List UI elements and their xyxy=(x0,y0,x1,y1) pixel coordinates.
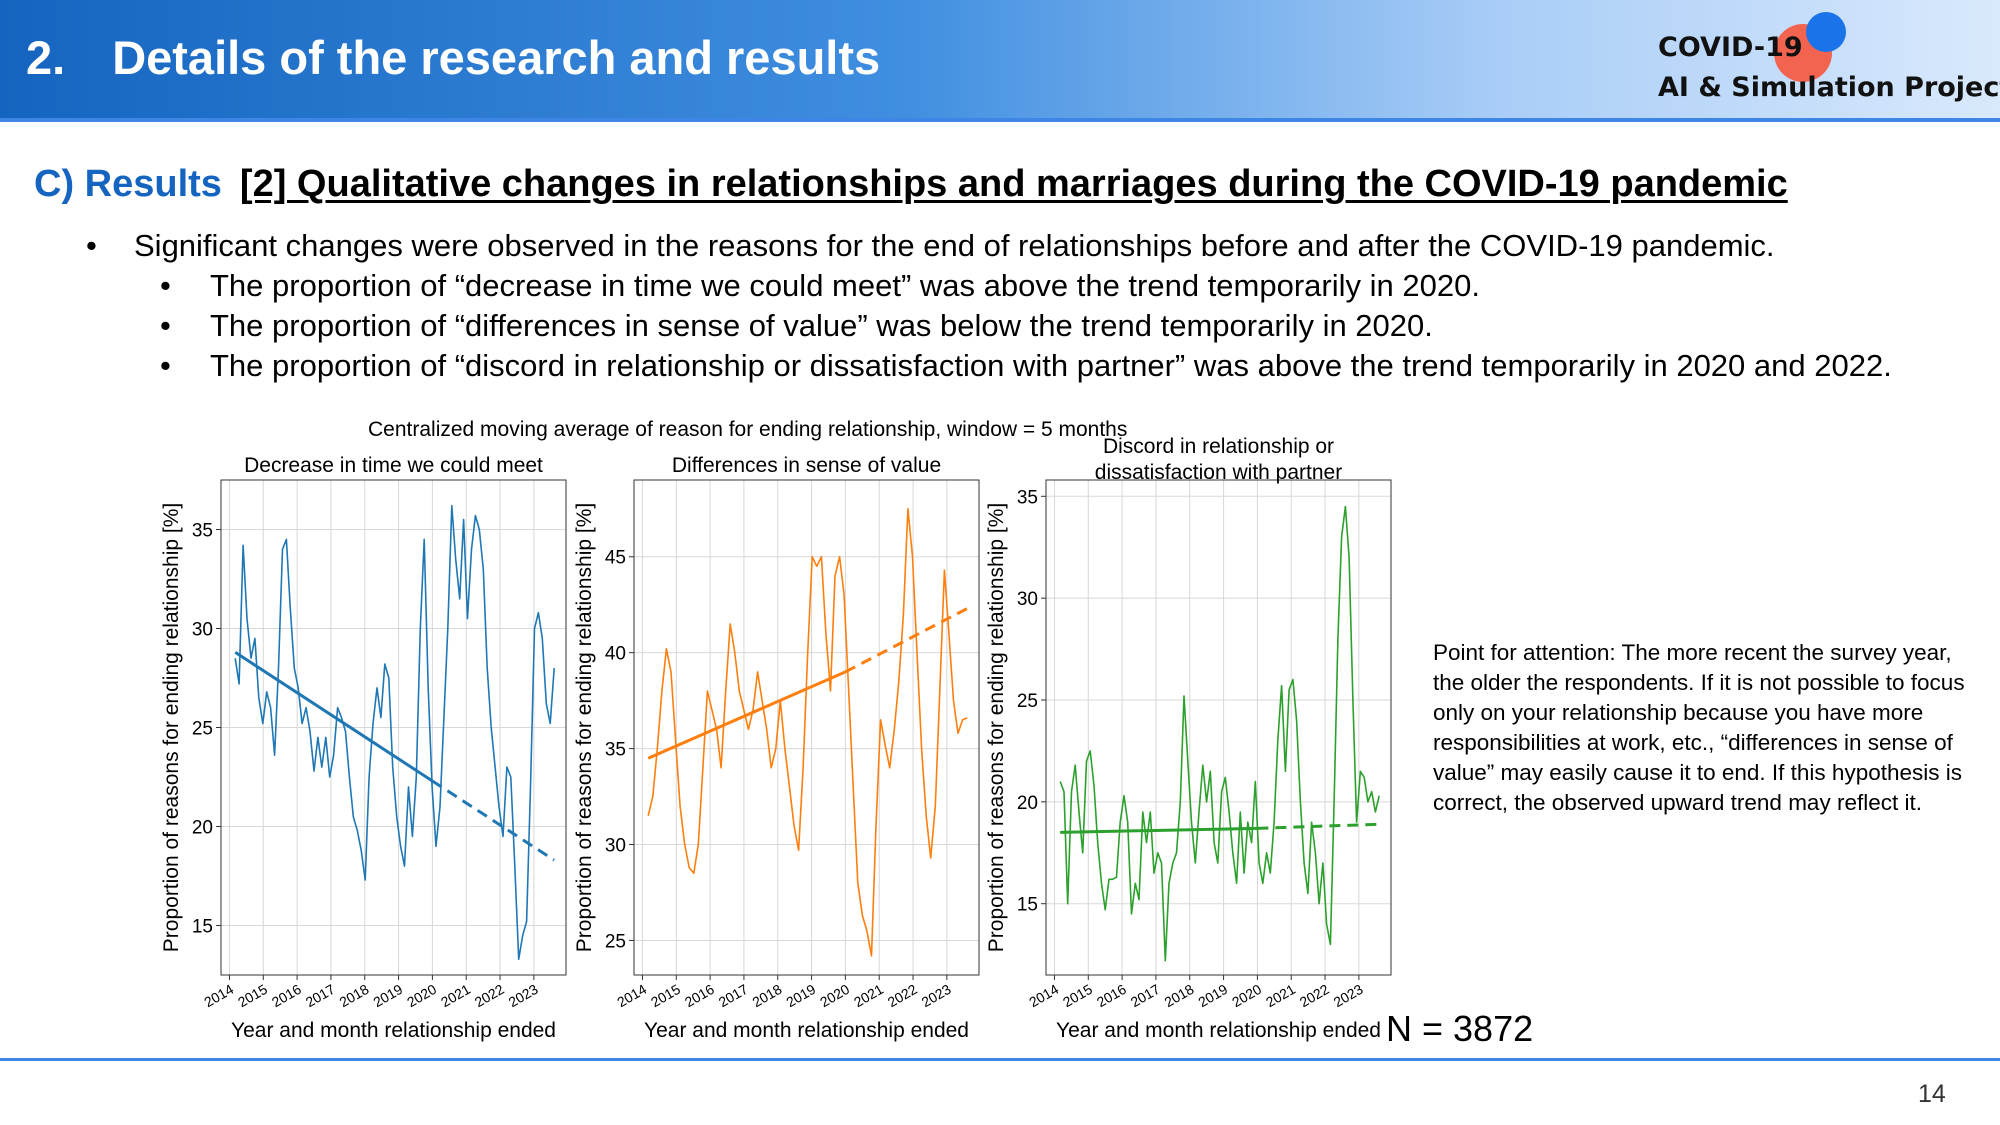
y-tick-label: 40 xyxy=(605,644,626,665)
y-tick-label: 25 xyxy=(1017,691,1038,712)
x-tick-label: 2023 xyxy=(919,981,954,1011)
x-tick-label: 2018 xyxy=(337,981,372,1011)
figure-supertitle: Centralized moving average of reason for… xyxy=(368,418,1128,441)
attention-note: Point for attention: The more recent the… xyxy=(1433,640,1965,815)
page-number: 14 xyxy=(1918,1080,1946,1108)
y-axis-label: Proportion of reasons for ending relatio… xyxy=(985,503,1008,952)
y-tick-label: 35 xyxy=(605,740,626,761)
bullet-main-text: Significant changes were observed in the… xyxy=(134,228,1775,263)
bullet-sub-2: • The proportion of “differences in sense… xyxy=(86,306,1966,346)
x-tick-label: 2019 xyxy=(370,981,405,1011)
data-series-line xyxy=(234,504,555,961)
header-banner: 2. Details of the research and results C… xyxy=(0,0,2000,118)
x-tick-label: 2021 xyxy=(1263,981,1298,1011)
section-title: C) Results [2] Qualitative changes in rel… xyxy=(34,163,1788,206)
bullet-dot: • xyxy=(160,268,171,303)
slide-title: 2. Details of the research and results xyxy=(26,31,881,84)
chart-discord-dissatisfaction: 1520253035201420152016201720182019202020… xyxy=(985,435,1392,1042)
chart-differences-sense-value: 2530354045201420152016201720182019202020… xyxy=(573,454,980,1042)
bullet-dot: • xyxy=(160,348,171,383)
chart-title: Discord in relationship or dissatisfactio… xyxy=(1095,435,1342,484)
y-tick-label: 25 xyxy=(192,719,213,740)
bullet-sub-text: The proportion of “differences in sense … xyxy=(210,308,1433,343)
y-tick-label: 45 xyxy=(605,548,626,569)
chart-title: Decrease in time we could meet xyxy=(244,454,543,477)
x-tick-label: 2023 xyxy=(506,981,541,1011)
x-axis-label: Year and month relationship ended xyxy=(231,1019,556,1042)
y-tick-label: 30 xyxy=(1017,589,1038,610)
x-tick-label: 2017 xyxy=(716,981,751,1011)
sample-size-label: N = 3872 xyxy=(1386,1008,1534,1049)
data-series-line xyxy=(1059,505,1380,962)
x-tick-label: 2015 xyxy=(1060,981,1095,1011)
logo-blue-circle xyxy=(1806,12,1846,52)
x-tick-label: 2020 xyxy=(817,981,852,1011)
logo-line-2: AI & Simulation Project xyxy=(1658,72,2000,103)
x-tick-label: 2023 xyxy=(1331,981,1366,1011)
x-tick-label: 2014 xyxy=(201,981,236,1011)
y-tick-label: 30 xyxy=(605,836,626,857)
y-axis-label: Proportion of reasons for ending relatio… xyxy=(573,503,596,952)
footer-divider xyxy=(0,1058,2000,1061)
x-tick-label: 2017 xyxy=(303,981,338,1011)
project-logo: COVID-19 AI & Simulation Project xyxy=(1656,12,2000,110)
x-tick-label: 2019 xyxy=(1195,981,1230,1011)
y-axis-label: Proportion of reasons for ending relatio… xyxy=(160,503,183,952)
bullet-sub-text: The proportion of “discord in relationsh… xyxy=(210,348,1892,383)
logo-text: COVID-19 AI & Simulation Project xyxy=(1658,28,2000,108)
x-tick-label: 2020 xyxy=(1229,981,1264,1011)
trend-line-extrapolated xyxy=(1257,822,1380,830)
x-tick-label: 2021 xyxy=(438,981,473,1011)
trend-line-extrapolated xyxy=(431,779,555,862)
bullet-main: • Significant changes were observed in th… xyxy=(86,226,1966,266)
trend-line-fitted xyxy=(234,651,434,783)
trend-line-extrapolated xyxy=(844,607,968,674)
x-tick-label: 2022 xyxy=(1297,981,1332,1011)
x-tick-label: 2017 xyxy=(1128,981,1163,1011)
bullet-dot: • xyxy=(86,228,97,263)
y-tick-label: 20 xyxy=(192,818,213,839)
plot-frame xyxy=(1045,479,1392,976)
header-divider xyxy=(0,118,2000,122)
trend-line-fitted xyxy=(647,670,846,760)
y-tick-label: 35 xyxy=(192,521,213,542)
bullet-dot: • xyxy=(160,308,171,343)
y-tick-label: 15 xyxy=(192,917,213,938)
y-tick-label: 25 xyxy=(605,931,626,952)
x-tick-label: 2019 xyxy=(783,981,818,1011)
x-tick-label: 2014 xyxy=(614,981,649,1011)
x-axis-label: Year and month relationship ended xyxy=(1056,1019,1381,1042)
x-tick-label: 2020 xyxy=(404,981,439,1011)
section-lead: C) Results xyxy=(34,163,222,205)
x-tick-label: 2014 xyxy=(1026,981,1061,1011)
bullet-sub-3: • The proportion of “discord in relations… xyxy=(86,346,1970,386)
y-tick-label: 20 xyxy=(1017,793,1038,814)
chart-title: Differences in sense of value xyxy=(672,454,941,477)
bullet-list: • Significant changes were observed in th… xyxy=(86,226,1966,386)
logo-line-1: COVID-19 xyxy=(1658,32,1803,63)
bullet-sub-text: The proportion of “decrease in time we c… xyxy=(210,268,1480,303)
y-tick-label: 35 xyxy=(1017,487,1038,508)
x-axis-label: Year and month relationship ended xyxy=(644,1019,969,1042)
section-heading: [2] Qualitative changes in relationships… xyxy=(239,163,1788,205)
x-tick-label: 2015 xyxy=(648,981,683,1011)
x-tick-label: 2016 xyxy=(682,981,717,1011)
x-tick-label: 2022 xyxy=(472,981,507,1011)
x-tick-label: 2015 xyxy=(235,981,270,1011)
x-tick-label: 2016 xyxy=(269,981,304,1011)
plot-frame xyxy=(633,479,980,976)
chart-title-line: Discord in relationship or xyxy=(1103,435,1334,458)
x-tick-label: 2018 xyxy=(1162,981,1197,1011)
chart-decrease-time-meet: 1520253035201420152016201720182019202020… xyxy=(160,454,567,1042)
chart-title-line: dissatisfaction with partner xyxy=(1095,461,1342,484)
y-tick-label: 30 xyxy=(192,620,213,641)
data-series-line xyxy=(647,508,968,957)
y-tick-label: 15 xyxy=(1017,895,1038,916)
trend-line-fitted xyxy=(1060,826,1258,834)
x-tick-label: 2021 xyxy=(851,981,886,1011)
x-tick-label: 2022 xyxy=(885,981,920,1011)
x-tick-label: 2016 xyxy=(1094,981,1129,1011)
bullet-sub-1: • The proportion of “decrease in time we … xyxy=(86,266,1966,306)
x-tick-label: 2018 xyxy=(750,981,785,1011)
